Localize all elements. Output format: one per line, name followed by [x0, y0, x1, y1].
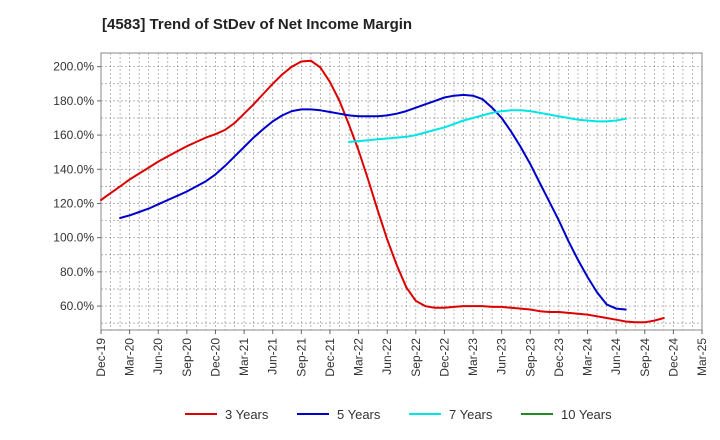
x-tick-label: Mar-21 — [237, 338, 251, 376]
x-tick-label: Sep-20 — [180, 338, 194, 377]
x-tick-label: Mar-25 — [695, 338, 709, 376]
x-tick-label: Sep-22 — [409, 338, 423, 377]
x-tick-label: Dec-19 — [94, 338, 108, 377]
legend-label: 3 Years — [225, 407, 269, 422]
chart-title: [4583] Trend of StDev of Net Income Marg… — [102, 16, 412, 33]
x-tick-label: Dec-22 — [437, 338, 451, 377]
legend-label: 5 Years — [337, 407, 381, 422]
x-tick-label: Sep-21 — [294, 338, 308, 377]
y-tick-label: 100.0% — [53, 231, 94, 245]
series-lines — [100, 59, 665, 324]
y-tick-label: 80.0% — [60, 265, 94, 279]
x-tick-label: Dec-24 — [666, 338, 680, 377]
series-line-5-years — [119, 93, 627, 311]
y-tick-label: 120.0% — [53, 196, 94, 210]
legend-label: 7 Years — [449, 407, 493, 422]
x-tick-label: Jun-22 — [380, 338, 394, 375]
x-tick-label: Sep-23 — [523, 338, 537, 377]
x-tick-label: Mar-20 — [123, 338, 137, 376]
x-tick-label: Jun-24 — [609, 338, 623, 375]
grid-lines — [100, 53, 703, 330]
x-tick-label: Jun-23 — [495, 338, 509, 375]
x-tick-label: Sep-24 — [638, 338, 652, 377]
y-axis-ticks: 60.0% 80.0% 100.0% 120.0% 140.0% 160.0% 180.0%… — [53, 60, 101, 313]
x-tick-label: Mar-22 — [352, 338, 366, 376]
plot-area — [100, 52, 703, 331]
y-tick-label: 200.0% — [53, 60, 94, 74]
y-tick-label: 140.0% — [53, 162, 94, 176]
x-tick-label: Dec-23 — [552, 338, 566, 377]
x-tick-label: Dec-20 — [208, 338, 222, 377]
x-axis-ticks: Dec-19 Mar-20 Jun-20 Sep-20 Dec-20 Mar-21 Jun-… — [94, 330, 709, 377]
legend: 3 Years 5 Years 7 Years 10 Years — [185, 407, 612, 422]
x-tick-label: Mar-23 — [466, 338, 480, 376]
y-tick-label: 180.0% — [53, 94, 94, 108]
x-tick-label: Mar-24 — [581, 338, 595, 376]
x-tick-label: Jun-20 — [151, 338, 165, 375]
legend-label: 10 Years — [561, 407, 612, 422]
y-tick-label: 160.0% — [53, 128, 94, 142]
x-tick-label: Jun-21 — [266, 338, 280, 375]
series-line-7-years — [348, 109, 627, 143]
y-tick-label: 60.0% — [60, 299, 94, 313]
series-line-3-years — [100, 59, 665, 324]
x-tick-label: Dec-21 — [323, 338, 337, 377]
